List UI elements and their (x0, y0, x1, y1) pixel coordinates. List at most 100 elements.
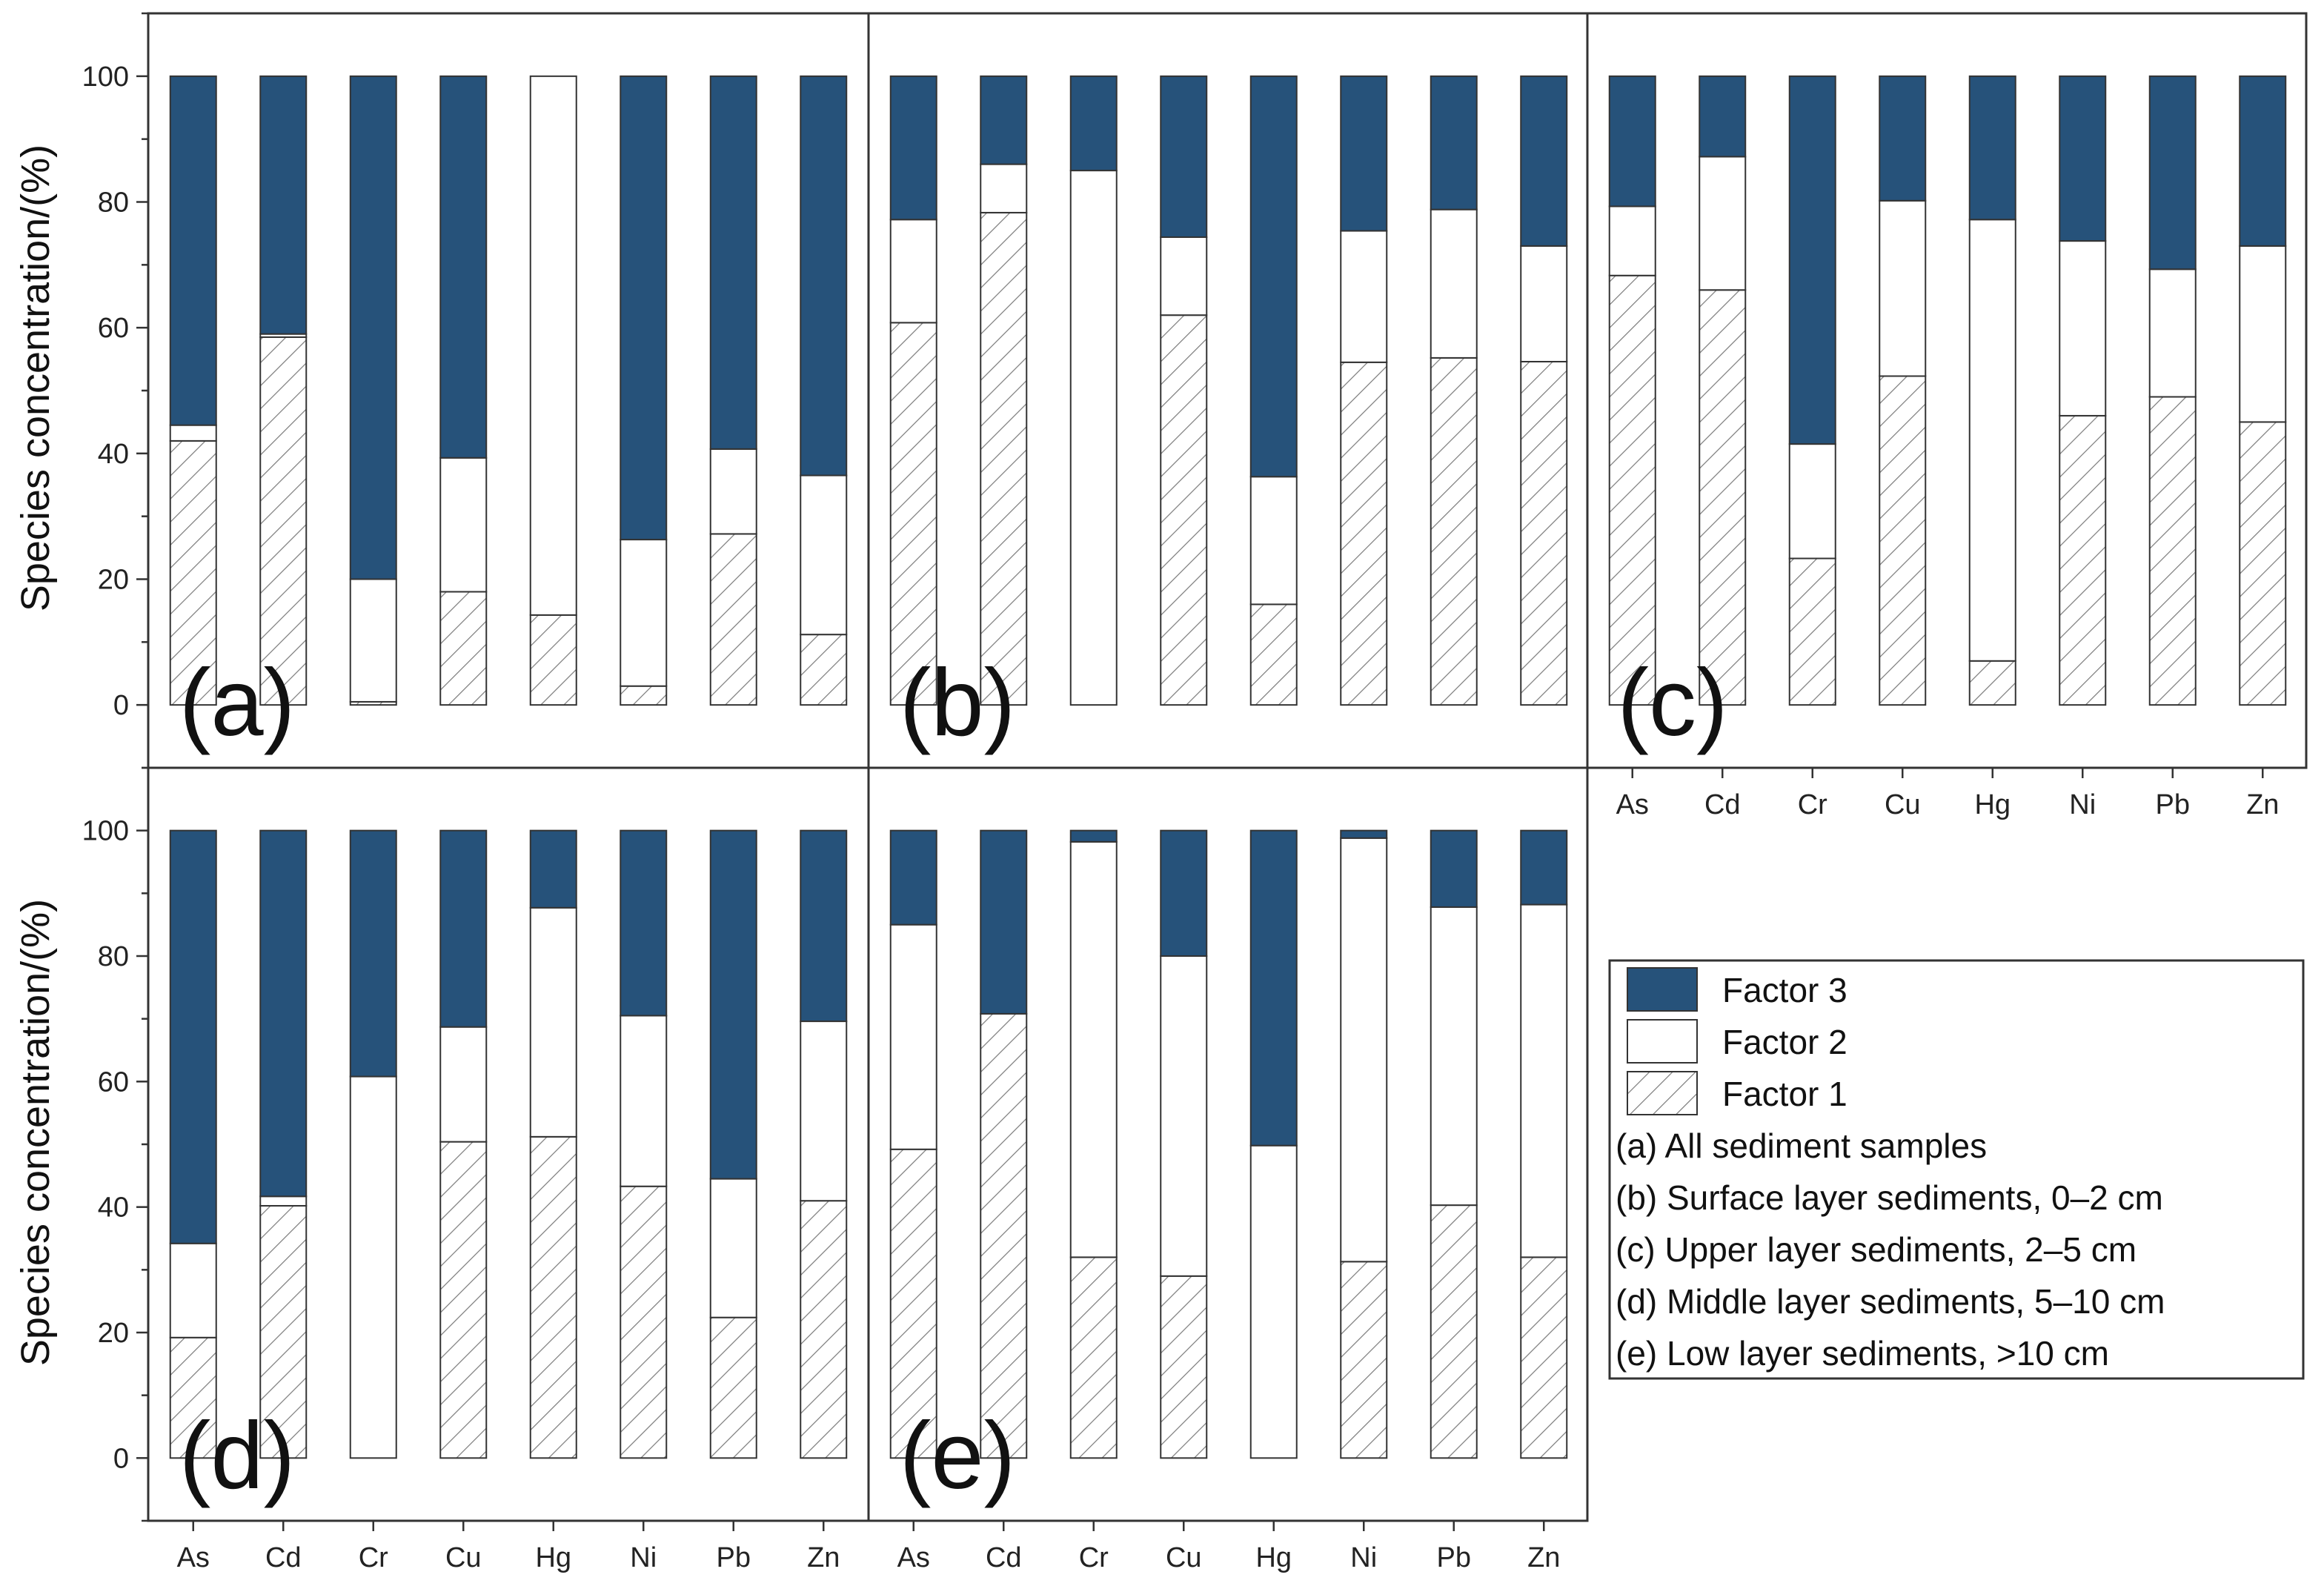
bar-segment-factor3 (169, 75, 217, 426)
y-axis-title-top: Species concentration/(%) (13, 145, 58, 611)
bar-segment-factor1 (1160, 1275, 1208, 1459)
y-tick-label: 100 (82, 62, 129, 93)
bar-segment-factor1 (980, 1012, 1028, 1459)
bar-segment-factor2 (2239, 245, 2287, 423)
bar-segment-factor2 (620, 1015, 668, 1187)
bar-a-Cu (439, 75, 488, 706)
bar-segment-factor2 (2059, 240, 2107, 417)
bar-segment-factor3 (169, 829, 217, 1244)
bar-segment-factor2 (709, 1178, 757, 1318)
bar-segment-factor2 (1699, 156, 1747, 291)
x-tick-label: As (177, 1542, 210, 1573)
panel-d: 0 20 40 60 80 100 As Cd Cr Cu Hg Ni Pb Zn (d) (82, 766, 870, 1573)
bar-segment-factor1 (169, 439, 217, 706)
bar-segment-factor3 (2148, 75, 2197, 271)
y-tick-label: 40 (98, 439, 129, 470)
bar-d-Ni (620, 829, 668, 1459)
bar-segment-factor1 (620, 685, 668, 706)
panel-frame (867, 766, 1589, 1522)
bar-segment-factor1 (2239, 421, 2287, 706)
x-tick-label: Cu (1885, 789, 1921, 820)
y-tick-label: 60 (98, 313, 129, 344)
bar-segment-factor2 (889, 923, 937, 1150)
y-tick-label: 20 (98, 565, 129, 596)
bar-c-Cu (1879, 75, 1927, 706)
bar-segment-factor2 (169, 424, 217, 442)
x-tick-label: Pb (1437, 1542, 1471, 1573)
x-tick-label: Cu (1166, 1542, 1202, 1573)
x-tick-label: Zn (2246, 789, 2279, 820)
bar-segment-factor3 (1430, 829, 1478, 908)
x-tick-label: Cu (445, 1542, 482, 1573)
bar-d-Zn (800, 829, 848, 1459)
bar-segment-factor2 (620, 539, 668, 687)
bar-segment-factor2 (2148, 268, 2197, 398)
bar-segment-factor1 (800, 634, 848, 706)
bar-segment-factor1 (980, 211, 1028, 706)
panel-frame (1586, 12, 2308, 769)
bar-segment-factor2 (529, 906, 577, 1138)
bar-segment-factor1 (800, 1200, 848, 1459)
panel-label: (e) (900, 1403, 1015, 1509)
panel-c: As Cd Cr Cu Hg Ni Pb Zn (c) (1586, 12, 2308, 820)
bar-segment-factor2 (259, 1195, 308, 1207)
bar-segment-factor3 (1608, 75, 1656, 208)
x-tick-label: Cr (359, 1542, 388, 1573)
bar-segment-factor1 (529, 614, 577, 706)
bar-segment-factor3 (439, 75, 488, 459)
bar-e-Cd (980, 829, 1028, 1459)
bar-segment-factor1 (889, 1148, 937, 1459)
x-tick-label: As (1616, 789, 1649, 820)
bar-segment-factor3 (709, 829, 757, 1180)
bar-e-Zn (1520, 829, 1568, 1459)
y-tick-label: 0 (113, 690, 129, 721)
bar-b-Ni (1340, 75, 1388, 706)
bar-segment-factor2 (1608, 205, 1656, 276)
bar-b-As (889, 75, 937, 706)
bar-segment-factor1 (1430, 356, 1478, 706)
panel-label: (d) (179, 1403, 295, 1509)
bar-segment-factor2 (439, 457, 488, 593)
bar-segment-factor1 (1608, 274, 1656, 706)
bar-e-Pb (1430, 829, 1478, 1459)
x-tick-label: Ni (1350, 1542, 1377, 1573)
bar-segment-factor3 (1968, 75, 2016, 221)
bar-a-Cd (259, 75, 308, 706)
bar-segment-factor2 (529, 75, 577, 616)
bar-segment-factor3 (349, 75, 397, 580)
x-tick-label: Zn (1527, 1542, 1560, 1573)
bar-segment-factor2 (1430, 906, 1478, 1207)
y-tick-label: 60 (98, 1066, 129, 1098)
bar-segment-factor3 (1430, 75, 1478, 210)
bar-segment-factor3 (529, 829, 577, 909)
bar-segment-factor2 (1249, 476, 1298, 605)
legend-desc-b: (b) Surface layer sediments, 0–2 cm (1616, 1178, 2163, 1217)
x-tick-label: Cd (265, 1542, 302, 1573)
x-tick-label: Hg (535, 1542, 571, 1573)
bar-segment-factor3 (800, 829, 848, 1023)
bar-segment-factor3 (1249, 75, 1298, 478)
bar-c-Hg (1968, 75, 2016, 706)
bar-segment-factor1 (169, 1336, 217, 1459)
bar-c-Ni (2059, 75, 2107, 706)
bar-b-Cr (1069, 75, 1118, 706)
legend-desc-e: (e) Low layer sediments, >10 cm (1616, 1334, 2109, 1373)
bar-e-Hg (1249, 829, 1298, 1459)
bar-segment-factor3 (349, 829, 397, 1078)
bar-segment-factor2 (1968, 219, 2016, 662)
x-tick-label: Zn (807, 1542, 840, 1573)
bar-segment-factor2 (439, 1026, 488, 1143)
bar-a-Zn (800, 75, 848, 706)
bar-e-As (889, 829, 937, 1459)
bar-segment-factor2 (1069, 170, 1118, 706)
bar-segment-factor3 (709, 75, 757, 450)
bar-segment-factor2 (349, 1075, 397, 1459)
bar-segment-factor1 (1520, 1256, 1568, 1459)
bar-segment-factor2 (1430, 208, 1478, 359)
x-tick-label: Ni (2069, 789, 2096, 820)
bar-segment-factor1 (2059, 414, 2107, 706)
x-tick-label: As (897, 1542, 930, 1573)
y-axis-titles: Species concentration/(%) Species concen… (13, 145, 58, 1366)
x-tick-label: Cd (986, 1542, 1022, 1573)
x-tick-label: Cr (1079, 1542, 1109, 1573)
